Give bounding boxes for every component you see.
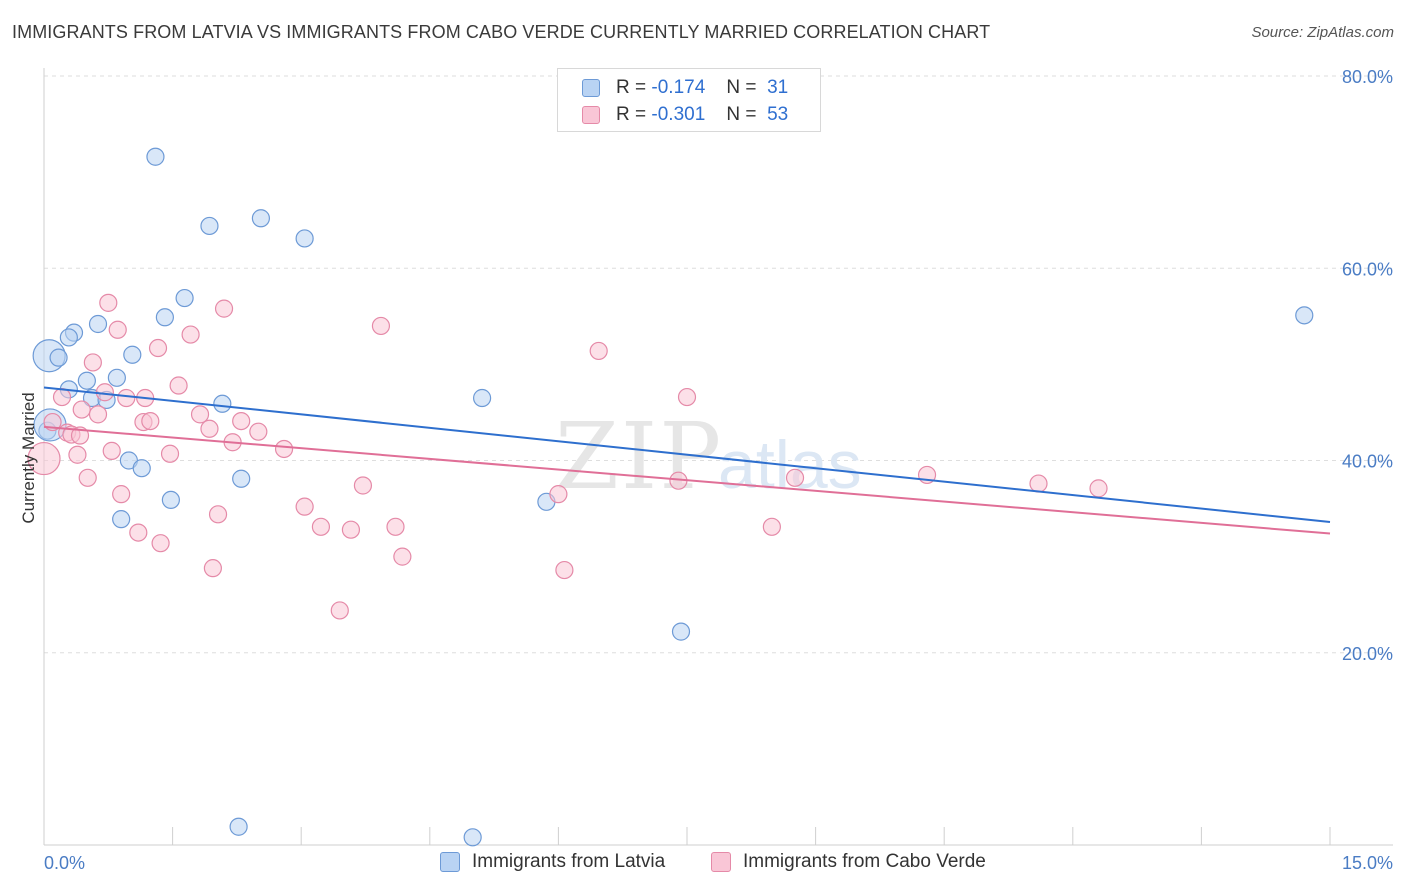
point-cabo-verde — [88, 405, 108, 424]
point-cabo-verde — [214, 299, 234, 318]
point-latvia — [107, 368, 126, 387]
point-cabo-verde — [677, 387, 697, 407]
grid-lines — [44, 75, 1393, 654]
point-cabo-verde — [70, 426, 90, 445]
point-cabo-verde — [232, 411, 251, 431]
x-tick-label: 0.0% — [44, 853, 85, 873]
point-cabo-verde — [341, 520, 361, 539]
point-cabo-verde — [249, 422, 268, 441]
point-cabo-verde — [785, 468, 805, 487]
data-points — [27, 147, 1314, 847]
point-cabo-verde — [160, 444, 180, 463]
point-cabo-verde — [393, 547, 412, 566]
point-cabo-verde — [72, 400, 91, 419]
point-latvia — [59, 328, 78, 347]
point-latvia — [49, 348, 68, 367]
point-latvia — [463, 828, 482, 847]
point-latvia — [295, 229, 314, 248]
point-cabo-verde — [549, 485, 568, 504]
source-credit: Source: ZipAtlas.com — [1251, 24, 1394, 41]
point-cabo-verde — [353, 476, 373, 495]
point-cabo-verde — [295, 497, 314, 516]
point-cabo-verde — [108, 320, 127, 339]
legend-r-value: -0.174 — [651, 77, 706, 98]
correlation-legend: R = -0.174 N = 31 R = -0.301 N = 53 — [557, 68, 821, 132]
y-tick-label: 60.0% — [1342, 259, 1393, 279]
bottom-legend-label-cabo-verde: Immigrants from Cabo Verde — [743, 851, 986, 872]
bottom-legend-label-latvia: Immigrants from Latvia — [472, 851, 666, 872]
x-tick-label: 15.0% — [1342, 853, 1393, 873]
point-cabo-verde — [151, 534, 170, 553]
legend-swatch-cabo-verde — [582, 106, 600, 124]
bottom-legend-swatch-cabo-verde — [711, 852, 731, 872]
watermark-zip: ZIP — [555, 403, 723, 510]
legend-r-label: R = — [616, 77, 647, 98]
point-latvia — [229, 817, 248, 836]
bottom-legend-swatch-latvia — [440, 852, 460, 872]
legend-swatch-latvia — [582, 79, 600, 97]
point-latvia — [472, 388, 492, 408]
point-cabo-verde — [311, 517, 331, 536]
point-latvia — [161, 490, 180, 510]
point-cabo-verde — [330, 601, 349, 620]
point-latvia — [671, 622, 691, 641]
point-cabo-verde — [203, 559, 222, 578]
point-cabo-verde — [83, 353, 102, 372]
y-tick-label: 80.0% — [1342, 67, 1393, 87]
point-latvia — [155, 308, 174, 327]
legend-n-label: N = — [726, 104, 757, 125]
point-latvia — [146, 147, 165, 166]
point-cabo-verde — [181, 325, 200, 344]
point-latvia — [88, 314, 108, 334]
point-cabo-verde — [112, 485, 131, 504]
point-cabo-verde — [99, 293, 118, 312]
legend-n-value: 31 — [767, 77, 789, 98]
point-latvia — [123, 345, 142, 364]
point-cabo-verde — [68, 445, 87, 464]
point-cabo-verde — [1029, 474, 1048, 493]
point-cabo-verde — [148, 338, 168, 358]
point-cabo-verde — [371, 316, 391, 336]
point-latvia — [213, 394, 232, 413]
point-cabo-verde — [190, 405, 210, 424]
tick-labels: 20.0% 40.0% 60.0% 80.0% 0.0% 15.0% — [44, 67, 1393, 873]
point-cabo-verde — [200, 419, 219, 438]
chart-title: IMMIGRANTS FROM LATVIA VS IMMIGRANTS FRO… — [12, 22, 991, 42]
point-cabo-verde — [208, 505, 228, 524]
trend-line-cabo-verde — [43, 425, 1331, 535]
point-cabo-verde — [762, 517, 781, 536]
trend-line-latvia — [43, 386, 1331, 524]
legend-n-value: 53 — [767, 104, 789, 125]
point-cabo-verde — [117, 388, 136, 408]
point-latvia — [200, 216, 219, 236]
legend-r-label: R = — [616, 104, 647, 125]
point-latvia — [232, 469, 251, 488]
point-cabo-verde — [27, 441, 61, 476]
point-cabo-verde — [555, 560, 574, 580]
y-tick-label: 40.0% — [1342, 452, 1393, 472]
point-cabo-verde — [78, 468, 97, 487]
point-cabo-verde — [1089, 479, 1108, 498]
point-latvia — [132, 459, 151, 478]
point-cabo-verde — [386, 517, 405, 536]
trend-lines — [43, 386, 1331, 535]
legend-n-label: N = — [726, 77, 757, 98]
watermark: ZIP atlas — [555, 403, 862, 510]
point-cabo-verde — [169, 376, 188, 395]
point-cabo-verde — [102, 441, 121, 460]
point-cabo-verde — [52, 387, 72, 407]
y-axis-label: Currently Married — [19, 392, 38, 523]
point-latvia — [251, 209, 271, 228]
legend-r-value: -0.301 — [651, 104, 706, 125]
point-latvia — [77, 371, 96, 390]
point-cabo-verde — [274, 439, 294, 459]
point-cabo-verde — [129, 523, 148, 542]
point-latvia — [112, 510, 131, 529]
point-cabo-verde — [141, 411, 160, 431]
point-latvia — [1295, 306, 1314, 325]
point-latvia — [175, 288, 194, 308]
point-cabo-verde — [589, 341, 608, 361]
y-tick-label: 20.0% — [1342, 644, 1393, 664]
